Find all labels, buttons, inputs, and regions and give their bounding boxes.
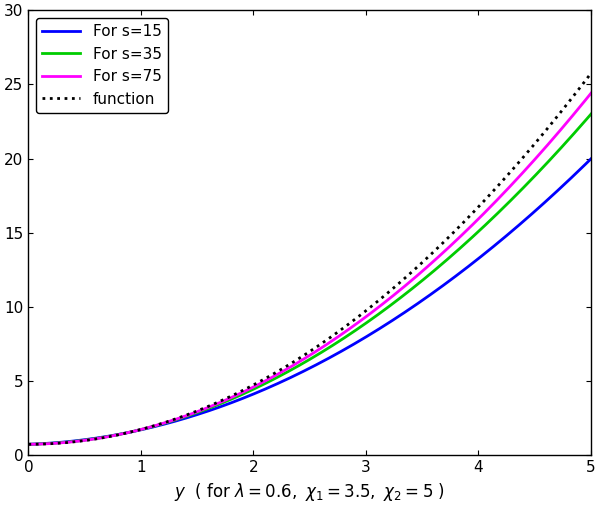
- For s=75: [434, 255, 441, 261]
- For s=15: [434, 286, 441, 293]
- For s=35: [431, 267, 438, 273]
- function: [434, 245, 441, 251]
- For s=35: [208, 404, 215, 410]
- For s=75: [431, 258, 438, 264]
- For s=15: [379, 324, 386, 330]
- function: [587, 70, 595, 76]
- For s=15: [587, 156, 595, 162]
- For s=15: [208, 407, 215, 413]
- For s=35: [434, 265, 441, 271]
- For s=35: [248, 387, 255, 393]
- function: [92, 436, 100, 442]
- For s=35: [92, 436, 100, 442]
- For s=75: [587, 90, 595, 96]
- Line: function: function: [28, 73, 591, 444]
- function: [379, 295, 386, 301]
- For s=75: [248, 385, 255, 391]
- For s=15: [431, 288, 438, 295]
- function: [25, 441, 32, 447]
- X-axis label: $y$  ( for $\lambda = 0.6,\ \chi_1 = 3.5,\ \chi_2 = 5$ ): $y$ ( for $\lambda = 0.6,\ \chi_1 = 3.5,…: [174, 481, 445, 503]
- Line: For s=35: For s=35: [28, 114, 591, 444]
- Line: For s=15: For s=15: [28, 159, 591, 444]
- For s=75: [208, 403, 215, 409]
- function: [248, 383, 255, 389]
- function: [431, 248, 438, 254]
- For s=15: [92, 435, 100, 441]
- For s=75: [92, 436, 100, 442]
- For s=15: [248, 392, 255, 398]
- function: [208, 402, 215, 408]
- For s=75: [25, 441, 32, 447]
- For s=15: [25, 441, 32, 447]
- Legend: For s=15, For s=35, For s=75, function: For s=15, For s=35, For s=75, function: [36, 18, 167, 113]
- Line: For s=75: For s=75: [28, 93, 591, 444]
- For s=35: [25, 441, 32, 447]
- For s=35: [379, 308, 386, 314]
- For s=35: [587, 111, 595, 117]
- For s=75: [379, 301, 386, 307]
